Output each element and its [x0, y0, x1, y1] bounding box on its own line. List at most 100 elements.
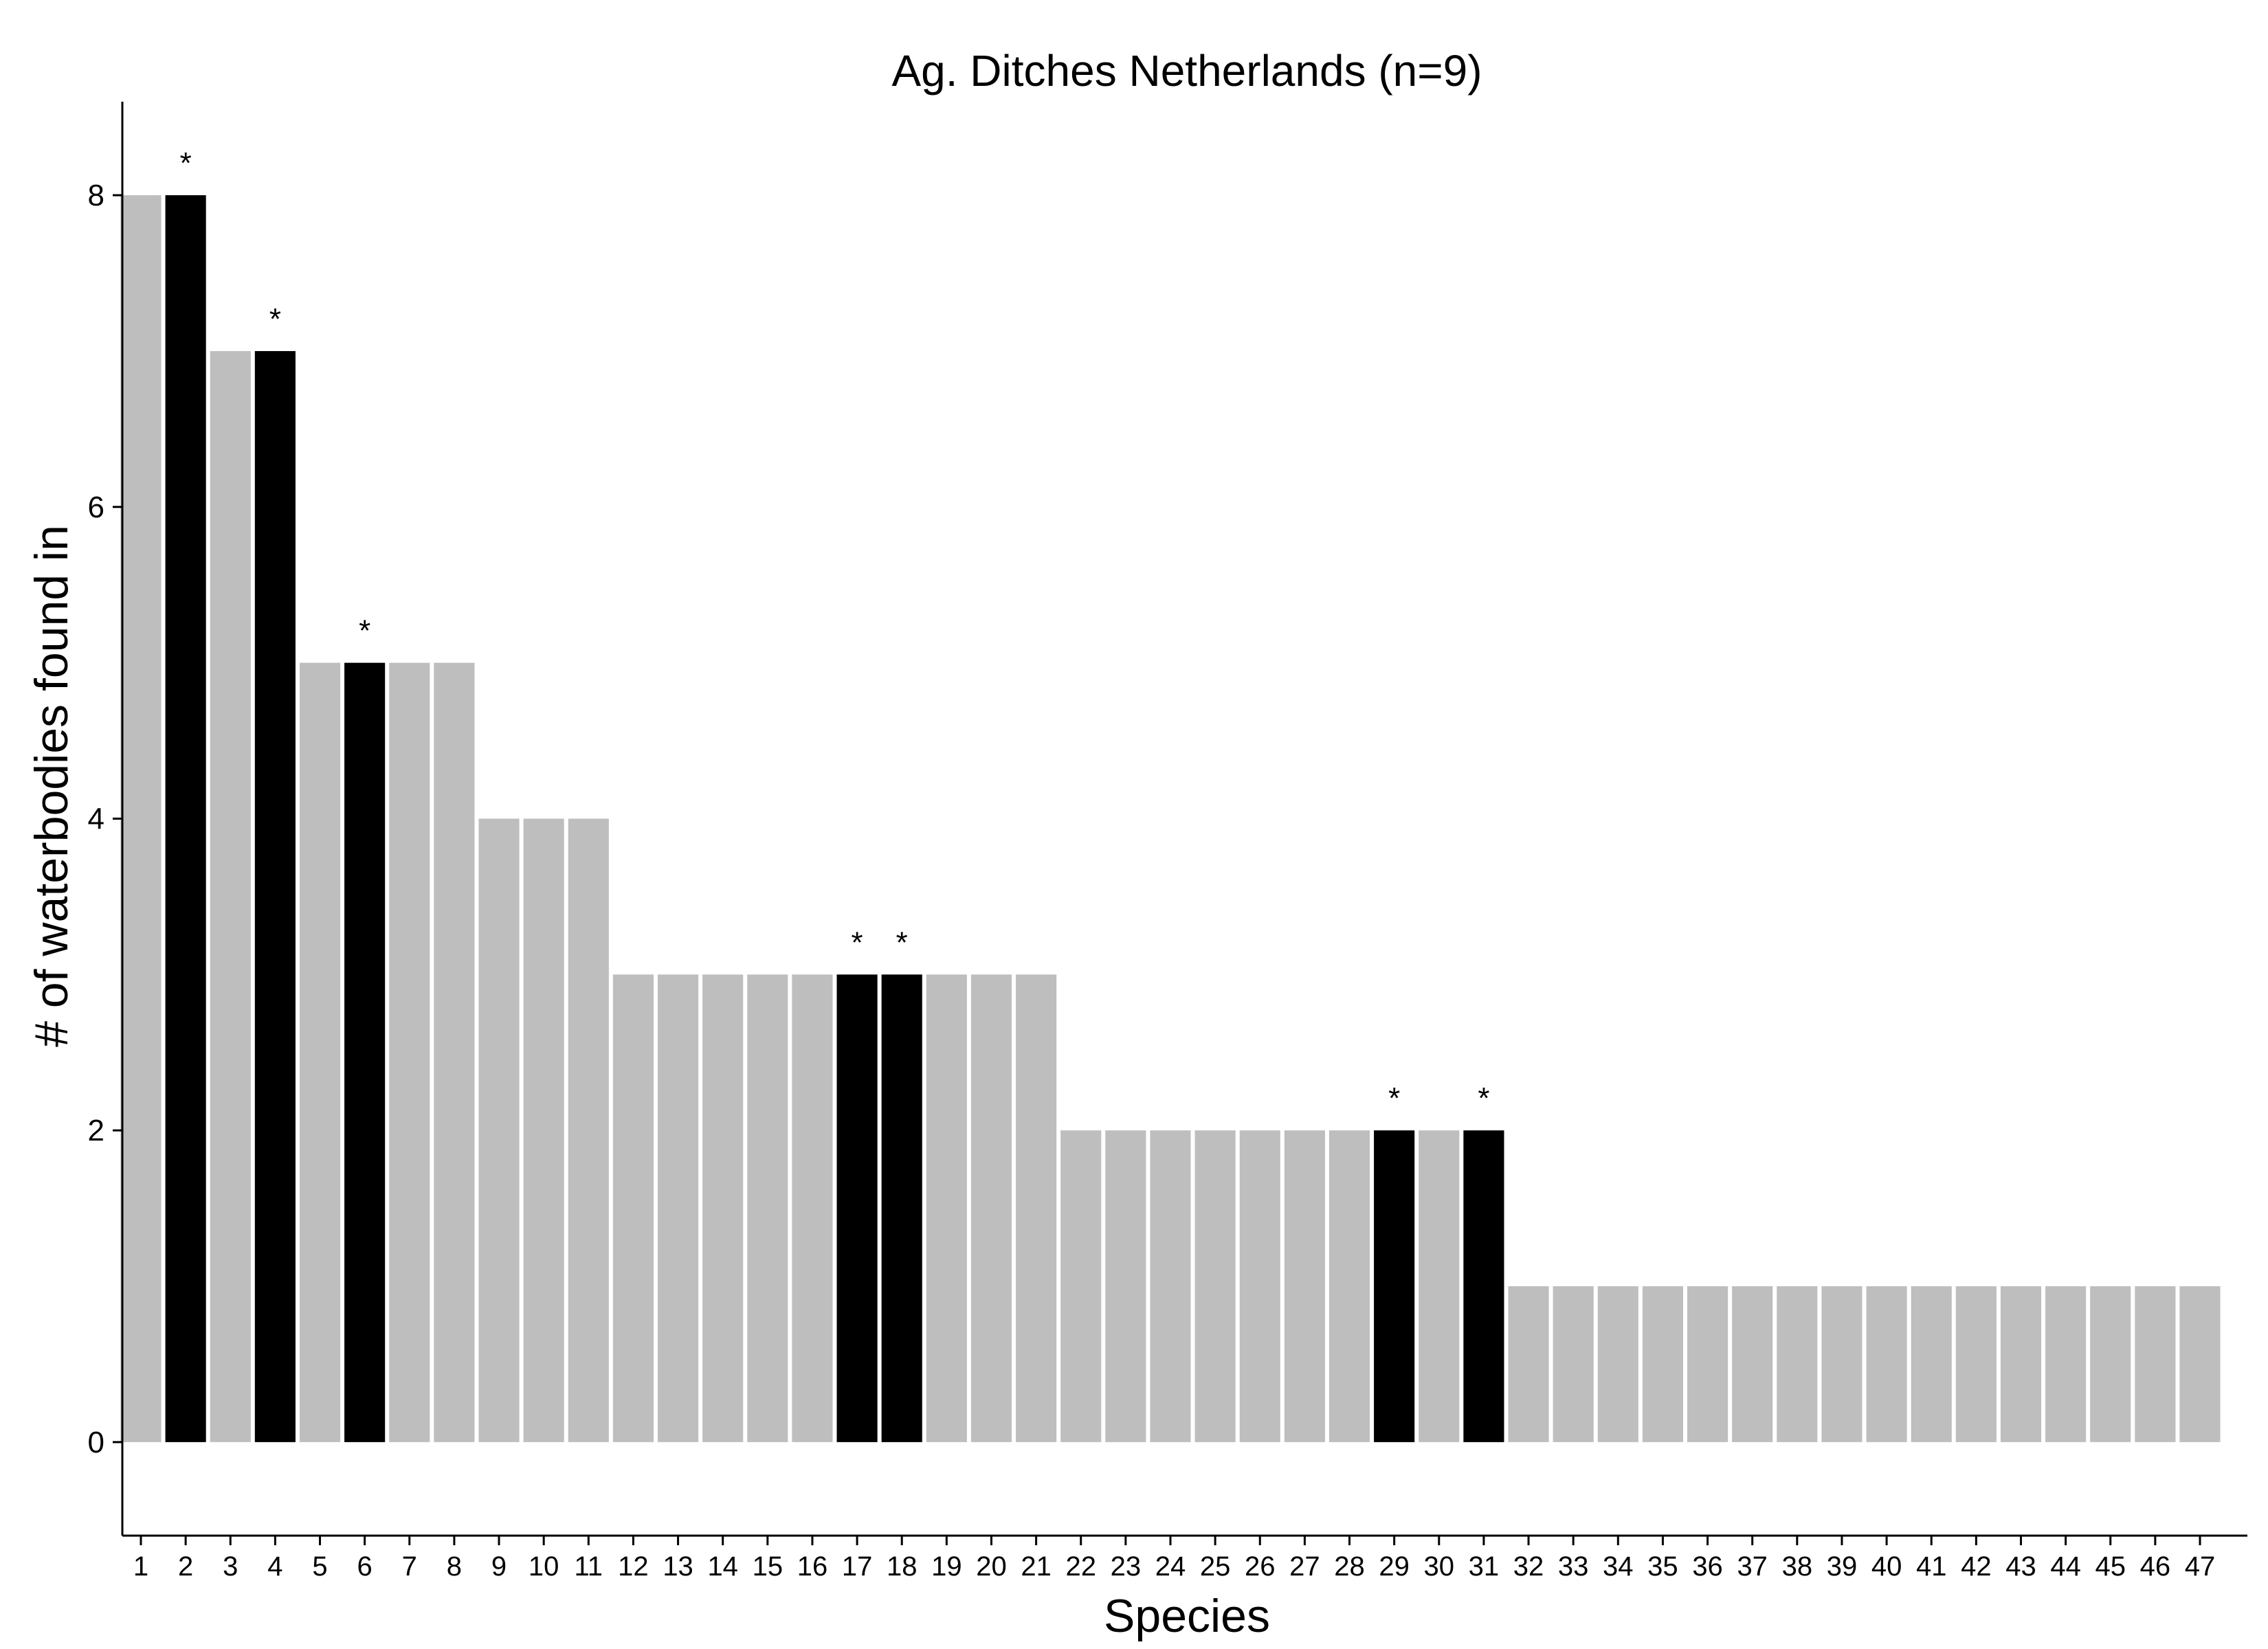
y-tick-label: 4	[88, 803, 104, 836]
bar-species-33	[1553, 1286, 1594, 1442]
bar-species-13	[658, 974, 699, 1442]
x-tick-label: 30	[1424, 1551, 1455, 1582]
x-tick-label: 8	[447, 1551, 462, 1582]
bar-species-41	[1911, 1286, 1952, 1442]
bar-species-12	[612, 974, 654, 1442]
x-tick-label: 33	[1558, 1551, 1589, 1582]
bar-species-37	[1732, 1286, 1773, 1442]
bar-species-7	[389, 662, 430, 1442]
x-tick-label: 11	[575, 1551, 603, 1582]
bar-species-45	[2090, 1286, 2131, 1442]
bar-species-35	[1642, 1286, 1683, 1442]
x-tick-label: 40	[1871, 1551, 1902, 1582]
bar-species-17	[836, 974, 878, 1442]
x-tick-label: 24	[1155, 1551, 1186, 1582]
x-tick-label: 23	[1111, 1551, 1142, 1582]
x-tick-label: 9	[491, 1551, 507, 1582]
bar-species-1	[120, 195, 162, 1442]
x-tick-label: 13	[663, 1551, 693, 1582]
x-tick-label: 41	[1916, 1551, 1947, 1582]
bar-species-29	[1374, 1130, 1415, 1442]
x-axis-label: Species	[1104, 1590, 1270, 1642]
bar-species-27	[1284, 1130, 1325, 1442]
bar-species-44	[2045, 1286, 2087, 1442]
x-tick-label: 37	[1737, 1551, 1768, 1582]
annotation-marker-species-4: *	[269, 302, 281, 336]
bar-species-16	[792, 974, 833, 1442]
x-tick-label: 4	[267, 1551, 282, 1582]
bar-species-22	[1060, 1130, 1102, 1442]
x-tick-label: 26	[1245, 1551, 1276, 1582]
bar-species-21	[1016, 974, 1057, 1442]
bar-species-19	[926, 974, 967, 1442]
bar-species-34	[1597, 1286, 1638, 1442]
bar-species-8	[434, 662, 475, 1442]
x-tick-label: 32	[1513, 1551, 1544, 1582]
bar-species-18	[881, 974, 922, 1442]
bar-species-42	[1955, 1286, 1997, 1442]
bar-species-38	[1777, 1286, 1818, 1442]
bar-species-46	[2135, 1286, 2176, 1442]
bar-species-15	[747, 974, 788, 1442]
annotation-markers: * * * * * * *	[180, 146, 1490, 1115]
x-tick-label: 42	[1961, 1551, 1992, 1582]
x-tick-label: 19	[931, 1551, 962, 1582]
bars-group	[120, 195, 2221, 1442]
x-tick-label: 10	[529, 1551, 559, 1582]
x-tick-label: 35	[1647, 1551, 1678, 1582]
x-tick-label: 22	[1065, 1551, 1096, 1582]
x-tick-label: 17	[842, 1551, 873, 1582]
x-tick-label: 46	[2140, 1551, 2171, 1582]
chart-title: Ag. Ditches Netherlands (n=9)	[891, 46, 1482, 96]
bar-species-20	[970, 974, 1012, 1442]
bar-species-2	[165, 195, 206, 1442]
x-tick-label: 20	[976, 1551, 1007, 1582]
bar-species-36	[1687, 1286, 1728, 1442]
x-tick-label: 27	[1289, 1551, 1320, 1582]
x-tick-label: 36	[1692, 1551, 1723, 1582]
x-tick-label: 1	[133, 1551, 148, 1582]
x-tick-label: 21	[1021, 1551, 1052, 1582]
annotation-marker-species-6: *	[359, 614, 370, 648]
bar-species-4	[254, 350, 296, 1442]
bar-species-10	[523, 818, 564, 1442]
x-tick-label: 44	[2050, 1551, 2081, 1582]
y-axis: 0 2 4 6 8	[88, 102, 124, 1536]
x-tick-label: 25	[1200, 1551, 1231, 1582]
bar-species-31	[1463, 1130, 1504, 1442]
x-tick-label: 5	[312, 1551, 327, 1582]
x-tick-label: 14	[707, 1551, 738, 1582]
bar-species-47	[2179, 1286, 2221, 1442]
bar-species-9	[478, 818, 520, 1442]
bar-species-40	[1866, 1286, 1907, 1442]
x-tick-label: 3	[223, 1551, 238, 1582]
x-tick-label: 12	[618, 1551, 649, 1582]
x-tick-label: 15	[753, 1551, 783, 1582]
x-tick-label: 31	[1469, 1551, 1500, 1582]
x-tick-label: 7	[402, 1551, 417, 1582]
bar-species-43	[2000, 1286, 2042, 1442]
x-tick-label: 43	[2005, 1551, 2036, 1582]
annotation-marker-species-2: *	[180, 146, 192, 180]
x-tick-label: 47	[2185, 1551, 2216, 1582]
bar-species-30	[1419, 1130, 1460, 1442]
annotation-marker-species-29: *	[1388, 1081, 1400, 1115]
y-axis-label: # of waterbodies found in	[25, 525, 78, 1047]
bar-species-24	[1150, 1130, 1191, 1442]
annotation-marker-species-17: *	[852, 926, 863, 959]
bar-species-14	[702, 974, 744, 1442]
x-tick-label: 2	[178, 1551, 193, 1582]
bar-species-28	[1328, 1130, 1370, 1442]
y-tick-label: 2	[88, 1114, 104, 1147]
x-tick-label: 16	[797, 1551, 828, 1582]
x-tick-label: 39	[1827, 1551, 1858, 1582]
bar-species-23	[1105, 1130, 1146, 1442]
annotation-marker-species-18: *	[896, 926, 908, 959]
x-tick-label: 18	[887, 1551, 918, 1582]
x-tick-label: 28	[1334, 1551, 1365, 1582]
bar-species-5	[299, 662, 341, 1442]
x-tick-label: 45	[2095, 1551, 2126, 1582]
annotation-marker-species-31: *	[1478, 1081, 1489, 1115]
